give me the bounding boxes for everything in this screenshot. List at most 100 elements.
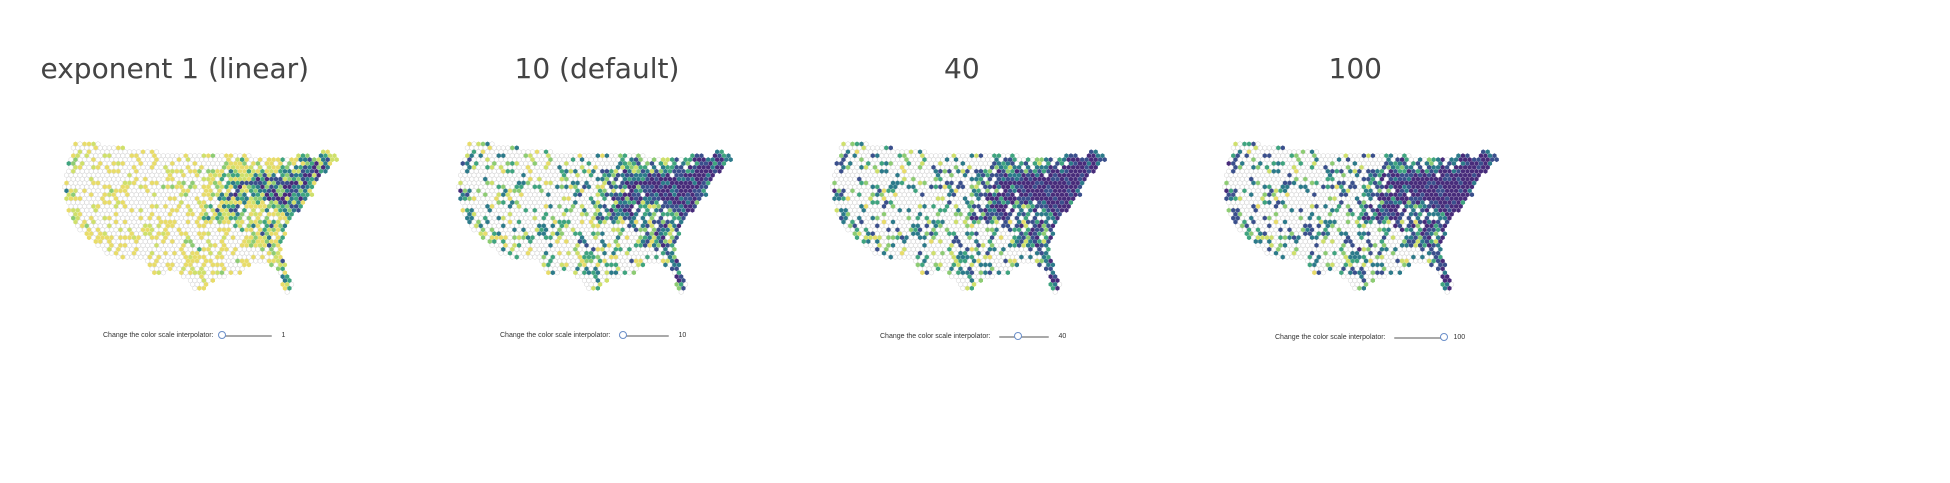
hexbin-cell — [629, 188, 634, 194]
hexbin-cell — [269, 207, 274, 214]
hexbin-cell — [613, 215, 619, 221]
hexbin-cell — [242, 184, 247, 190]
hexbin-cell — [289, 157, 294, 163]
hexbin-cell — [1397, 152, 1403, 159]
hexbin-cell — [233, 200, 238, 205]
hexbin-cell — [291, 176, 297, 182]
hexbin-cell — [239, 196, 245, 202]
hexbin-cell — [156, 231, 161, 237]
hexbin-cell — [255, 207, 261, 214]
hexbin-cell — [212, 180, 218, 186]
hexbin-cell — [683, 203, 688, 209]
hexbin-cell — [267, 242, 272, 248]
hexbin-cell — [246, 168, 252, 174]
hexbin-cell — [221, 227, 227, 233]
hexbin-cell — [95, 164, 101, 170]
hexbin-cell — [107, 215, 112, 221]
hexbin-cell — [258, 227, 263, 233]
hexbin-cell — [618, 161, 623, 166]
hexbin-cell — [201, 207, 206, 213]
hexbin-cell — [575, 172, 580, 178]
hexbin-cell — [192, 168, 197, 174]
hexbin-cell — [1490, 157, 1495, 163]
hexbin-cell — [174, 184, 179, 190]
hexbin-cell — [1413, 156, 1419, 163]
hexbin-cell — [521, 172, 526, 178]
hexbin-cell — [638, 164, 643, 170]
hexbin-cell — [699, 192, 704, 198]
hexbin-cell — [611, 180, 616, 186]
hexbin-cell — [210, 262, 215, 268]
hexbin-cell — [309, 161, 315, 166]
hexbin-cell — [694, 184, 700, 190]
hexbin-cell — [622, 176, 628, 182]
hexbin-cell — [541, 215, 546, 221]
hexbin-cell — [267, 196, 272, 202]
hexbin-cell — [633, 157, 639, 163]
hexbin-cell — [638, 180, 643, 186]
hexbin-cell — [629, 172, 634, 178]
hexbin-cell — [206, 239, 211, 244]
hexbin-cell — [244, 227, 249, 233]
hexbin-cell — [1487, 153, 1493, 159]
hexbin-cell — [258, 164, 263, 170]
hexbin-cell — [528, 153, 533, 159]
hexbin-cell — [600, 192, 605, 198]
hexbin-cell — [537, 223, 542, 229]
hexbin-cell — [116, 145, 121, 151]
hexbin-cell — [158, 219, 164, 225]
hexbin-cell — [712, 168, 718, 174]
hexbin-cell — [215, 215, 220, 221]
hexbin-cell — [219, 239, 225, 244]
hexbin-cell — [697, 180, 702, 186]
hexbin-cell — [183, 262, 188, 268]
hexbin-cell — [73, 164, 78, 170]
hexbin-cell — [276, 242, 281, 248]
hexbin-cell — [676, 200, 682, 205]
hexbin-cell — [658, 161, 664, 166]
hexbin-cell — [224, 246, 229, 252]
hexbin-cell — [1469, 168, 1475, 174]
hexbin-cell — [154, 235, 159, 241]
exponent-slider[interactable] — [217, 330, 272, 339]
hexbin-cell — [640, 176, 646, 182]
hexbin-cell — [631, 200, 637, 205]
hexbin-cell — [208, 196, 213, 202]
hexbin-cell — [201, 176, 206, 182]
hexbin-cell — [161, 184, 166, 190]
hexbin-cell — [303, 157, 308, 163]
hexbin-cell — [670, 203, 675, 209]
hexbin-cell — [507, 211, 513, 217]
hexbin-cell — [300, 161, 306, 166]
hexbin-cell — [280, 180, 285, 186]
hexbin-cell — [165, 262, 170, 268]
hexbin-cell — [683, 211, 688, 217]
hexbin-cell — [701, 164, 706, 170]
hexbin-cell — [512, 227, 517, 233]
hexbin-cell — [278, 246, 283, 252]
hexbin-cell — [188, 254, 193, 260]
hexbin-cell — [143, 176, 148, 182]
hexbin-cell — [595, 184, 600, 190]
hexbin-cell — [269, 239, 274, 244]
hexbin-cell — [201, 223, 206, 229]
hexbin-cell — [667, 200, 673, 205]
hexbin-cell — [501, 223, 506, 229]
hexbin-cell — [215, 254, 220, 260]
hexbin-cell — [652, 211, 657, 217]
hexbin-cell — [1472, 164, 1477, 170]
hexbin-cell — [1442, 160, 1448, 167]
hexbin-cell — [221, 219, 227, 225]
hexbin-cell — [185, 250, 191, 256]
hexbin-cell — [633, 211, 639, 217]
hexbin-cell — [647, 188, 652, 194]
hexbin-cell — [503, 188, 508, 194]
hexbin-cell — [1327, 172, 1333, 178]
hexbin-cell — [1363, 172, 1369, 178]
hexbin-cell — [627, 192, 632, 198]
slider-thumb[interactable] — [217, 330, 226, 339]
hexbin-cell — [1481, 149, 1486, 155]
hexbin-cell — [278, 207, 283, 213]
hexbin-cell — [694, 192, 700, 198]
hexbin-cell — [197, 223, 202, 229]
